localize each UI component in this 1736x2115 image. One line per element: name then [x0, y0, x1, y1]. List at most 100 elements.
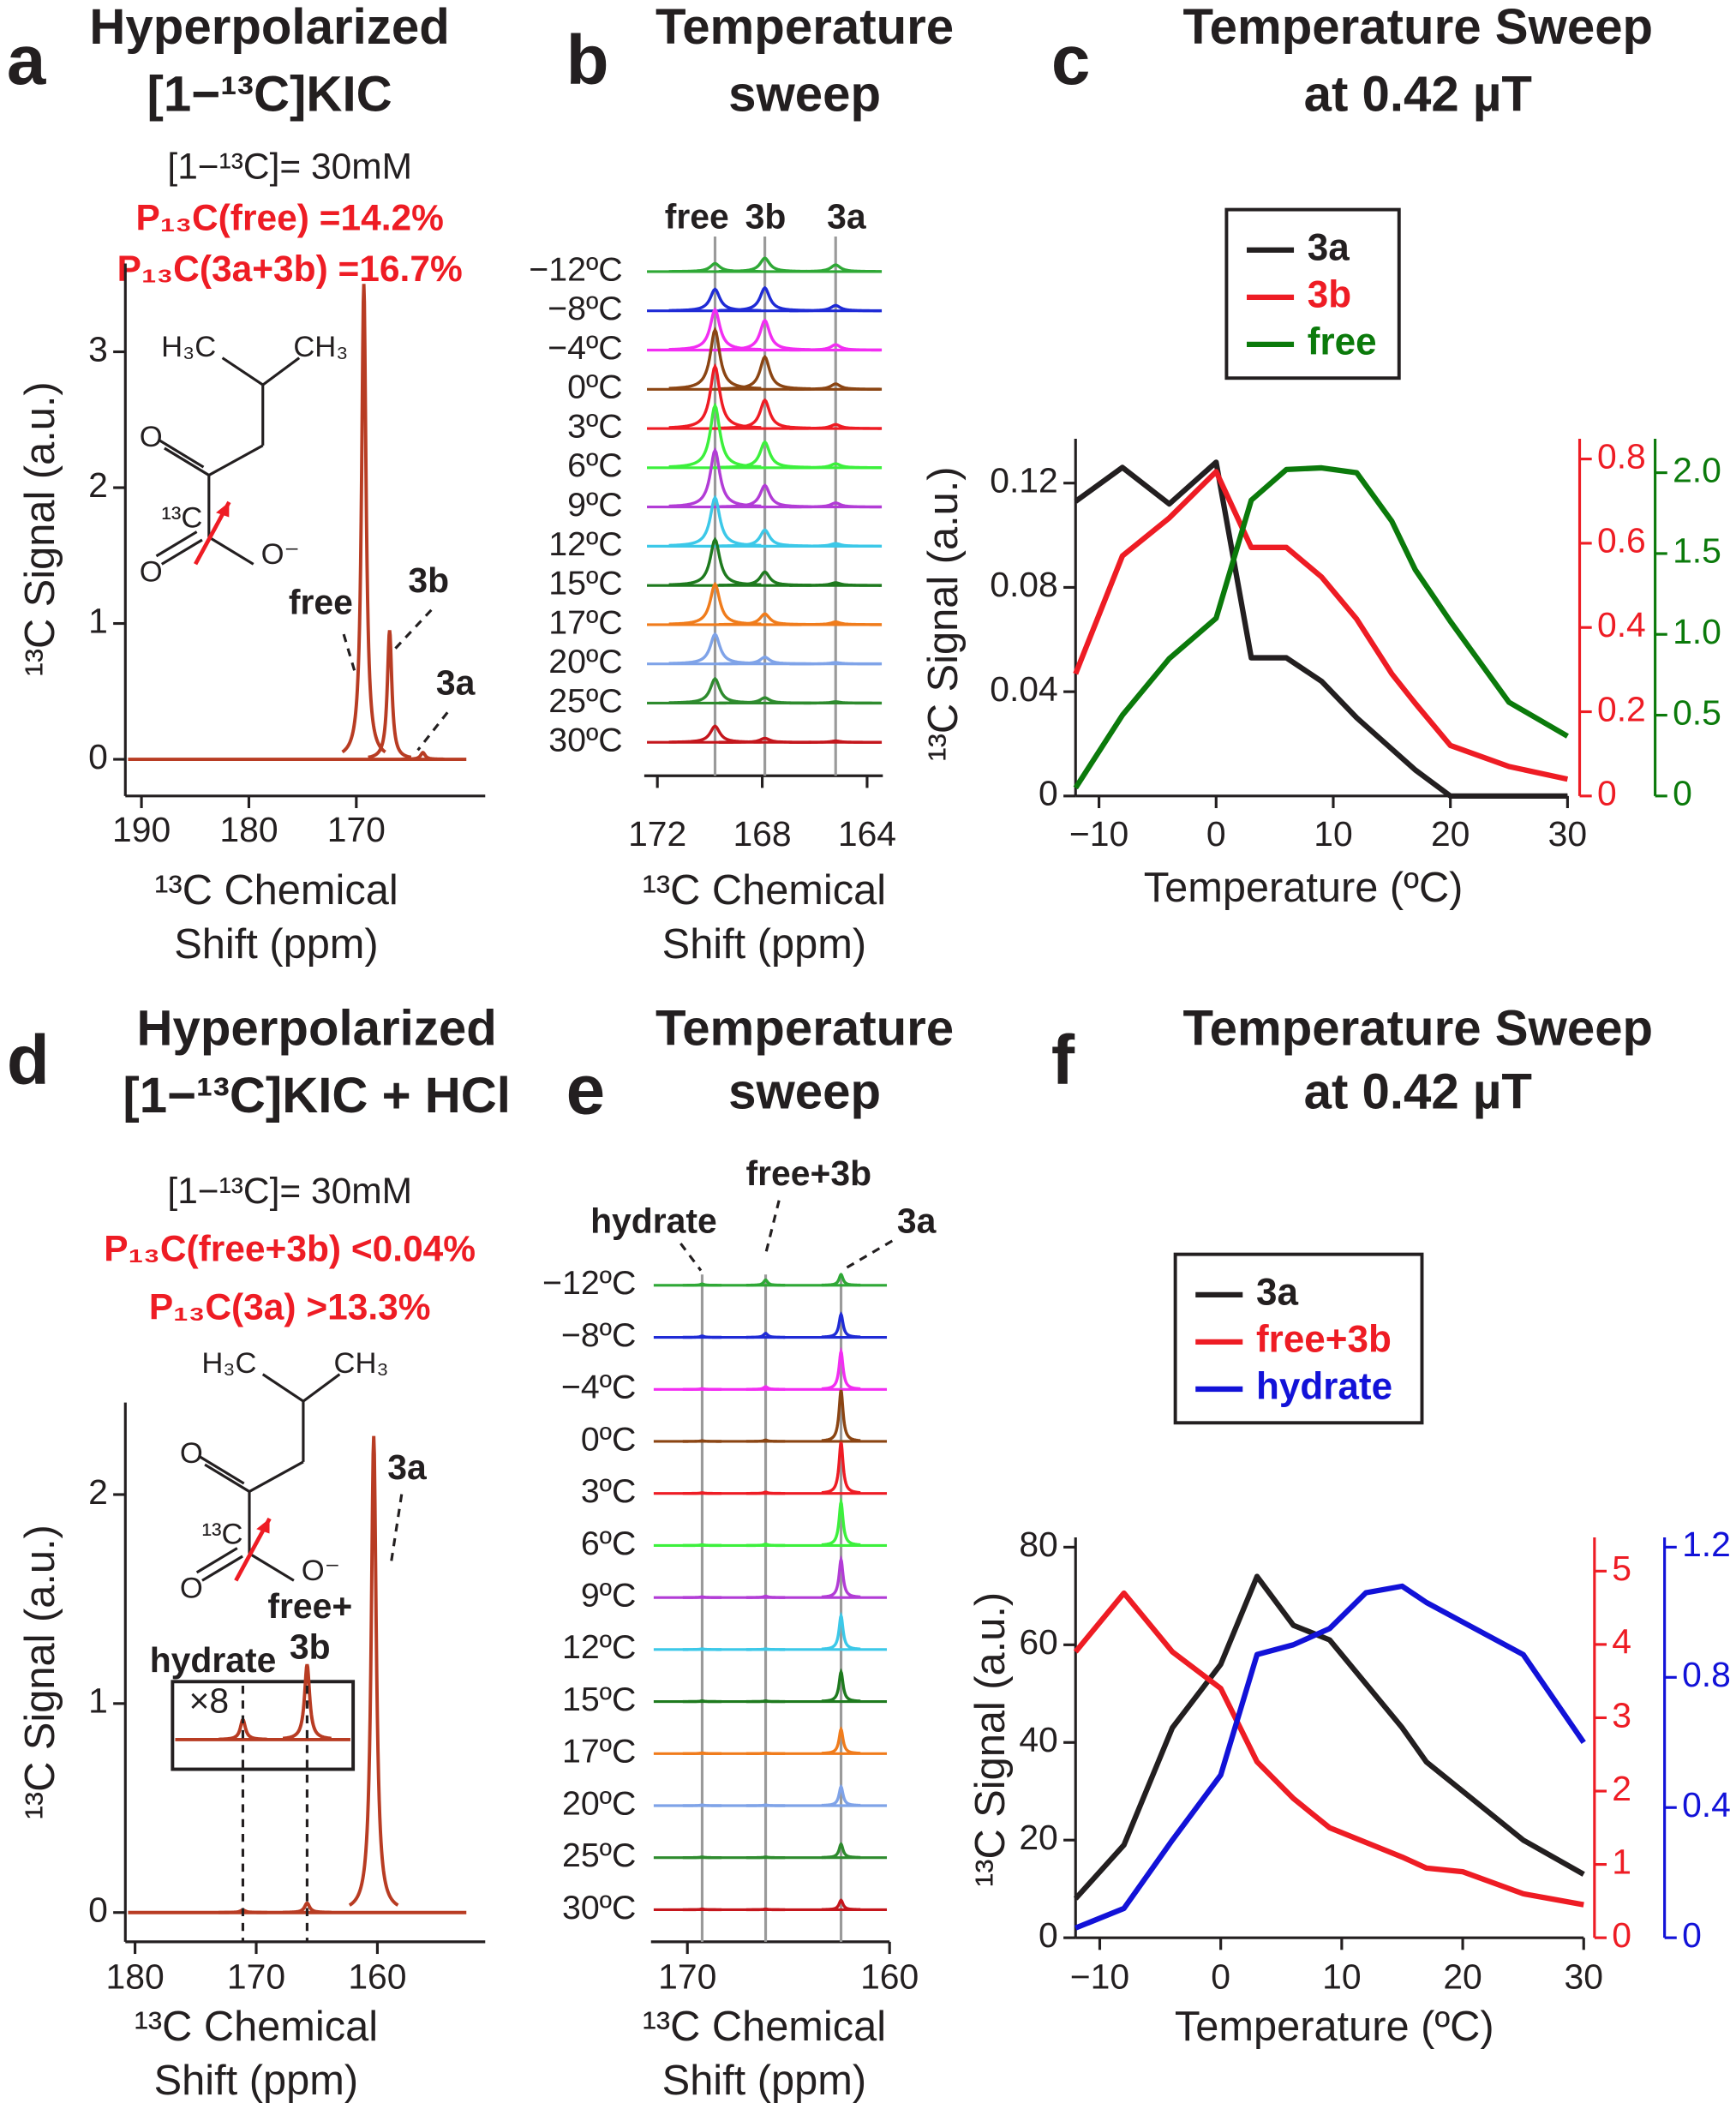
bond	[204, 1463, 250, 1493]
leader	[389, 1494, 404, 1565]
chart-title: Hyperpolarized	[89, 0, 449, 55]
peak	[745, 1543, 786, 1548]
y-tick-label: 0.08	[990, 565, 1058, 604]
leader	[846, 1239, 894, 1269]
series-line	[1073, 464, 1569, 790]
peak	[821, 1346, 861, 1391]
y3-tick-label: 0.5	[1673, 692, 1721, 732]
y3-tick-label: 0.8	[1682, 1655, 1731, 1694]
atom-label: H₃C	[201, 1347, 256, 1380]
peak	[682, 1803, 722, 1807]
inset-label: ×8	[189, 1681, 230, 1720]
y-tick-label: 0	[88, 1890, 108, 1930]
x-axis-label: ¹³C Chemical	[154, 867, 398, 914]
inset-box	[171, 1680, 356, 1771]
annotation: P₁₃C(3a) >13.3%	[149, 1286, 431, 1327]
peak	[821, 1311, 861, 1339]
panel-letter: a	[7, 21, 46, 99]
y-tick-label: 1	[88, 601, 108, 640]
series-line	[1073, 469, 1569, 782]
row-label: −8ºC	[561, 1316, 637, 1354]
peak	[341, 284, 386, 754]
row-label: 6ºC	[581, 1525, 637, 1562]
bond	[261, 1373, 304, 1403]
y-tick-label: 2	[88, 465, 108, 505]
y-axis-label: ¹³C Signal (a.u.)	[967, 1592, 1014, 1887]
peak-label: 3a	[436, 663, 476, 703]
row-label: −4ºC	[548, 329, 623, 367]
peak	[789, 303, 883, 313]
series-line	[1073, 1573, 1585, 1901]
x-tick-label: 30	[1548, 814, 1587, 854]
row-label: 0ºC	[567, 368, 623, 406]
row-label: 9ºC	[567, 486, 623, 524]
y-axis-label: ¹³C Signal (a.u.)	[17, 1525, 63, 1819]
peak-label: 3a	[827, 196, 866, 236]
x-tick-label: 20	[1431, 814, 1470, 854]
y-tick-label: 60	[1019, 1622, 1057, 1662]
bond	[302, 1373, 341, 1403]
bond	[261, 356, 301, 386]
annotation: [1−¹³C]= 30mM	[167, 1171, 412, 1211]
y-tick-label: 0.12	[990, 461, 1058, 500]
bond	[158, 439, 205, 469]
x-tick-label: 170	[327, 810, 386, 849]
peak-label: free+3b	[746, 1153, 872, 1193]
x-axis-label: Shift (ppm)	[662, 2058, 866, 2104]
x-axis-label: Temperature (ºC)	[1144, 865, 1464, 911]
row-label: 25ºC	[548, 682, 622, 720]
series-line	[1075, 1583, 1586, 1931]
peak	[283, 1901, 332, 1914]
bond	[208, 444, 264, 476]
atom-label: O	[140, 555, 163, 588]
peak	[401, 750, 445, 761]
arrow-head	[256, 1518, 270, 1534]
peak	[682, 1751, 722, 1756]
x-tick-label: 170	[227, 1957, 285, 1997]
x-tick-label: 30	[1565, 1957, 1603, 1997]
row-label: −8ºC	[548, 290, 623, 327]
y-tick-label: 1	[88, 1681, 108, 1721]
row-label: 15ºC	[562, 1681, 636, 1718]
leader	[763, 1200, 781, 1255]
row-label: 12ºC	[548, 525, 622, 563]
y2-tick-label: 0.8	[1597, 436, 1646, 476]
atom-label: O	[180, 1437, 203, 1470]
arrow-head	[216, 501, 230, 518]
y3-tick-label: 2.0	[1673, 450, 1721, 489]
x-axis-label: Shift (ppm)	[154, 2058, 358, 2104]
peak	[745, 1332, 786, 1339]
x-tick-label: 172	[628, 814, 686, 854]
bond	[198, 1455, 245, 1485]
y2-tick-label: 0	[1612, 1915, 1631, 1955]
y-tick-label: 80	[1019, 1525, 1057, 1564]
legend-label: 3a	[1256, 1271, 1298, 1313]
peak	[368, 630, 412, 759]
leader	[679, 1243, 703, 1272]
x-tick-label: 160	[860, 1957, 919, 1997]
atom-label: O	[180, 1572, 203, 1604]
peak	[789, 620, 883, 626]
x-axis-label: Shift (ppm)	[662, 921, 866, 968]
peak	[745, 1385, 786, 1391]
peak	[745, 1699, 786, 1704]
peak-label: free+	[267, 1586, 352, 1626]
x-tick-label: 164	[838, 814, 896, 854]
peak	[789, 462, 883, 470]
y2-tick-label: 4	[1612, 1622, 1631, 1662]
chart-title: Temperature	[655, 1000, 954, 1056]
peak	[821, 1898, 861, 1911]
chart-title: [1−¹³C]KIC	[147, 66, 392, 122]
peak	[348, 1435, 399, 1907]
atom-label: O⁻	[302, 1555, 340, 1587]
x-tick-label: 180	[105, 1957, 164, 1997]
peak	[682, 1855, 722, 1860]
legend-label: hydrate	[1256, 1366, 1392, 1408]
peak	[821, 1441, 861, 1495]
row-label: 20ºC	[562, 1784, 636, 1822]
y2-tick-label: 0	[1597, 774, 1617, 813]
row-label: 17ºC	[548, 603, 622, 641]
peak	[789, 343, 883, 352]
bond	[201, 1555, 243, 1582]
x-tick-label: 170	[658, 1957, 716, 1997]
